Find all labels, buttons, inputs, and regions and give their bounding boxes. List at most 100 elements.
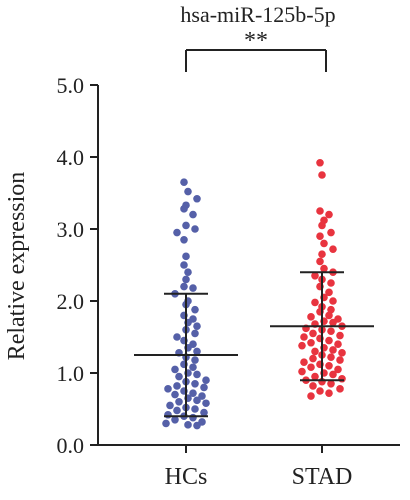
data-point-stad (327, 380, 335, 388)
data-point-stad (316, 232, 324, 240)
data-point-hcs (184, 421, 192, 429)
data-point-hcs (202, 399, 210, 408)
data-point-hcs (193, 421, 201, 430)
data-point-stad (309, 329, 317, 338)
data-point-stad (334, 365, 342, 374)
error-bars (134, 271, 374, 418)
data-point-hcs (200, 408, 208, 417)
data-point-hcs (164, 385, 172, 393)
data-point-stad (336, 331, 344, 340)
data-point-stad (307, 313, 315, 321)
data-point-hcs (182, 221, 190, 230)
data-point-stad (311, 347, 319, 356)
y-tick-label: 4.0 (57, 145, 85, 170)
data-point-hcs (162, 419, 170, 428)
data-point-stad (334, 340, 342, 349)
data-point-stad (316, 387, 324, 395)
x-tick-label: STAD (292, 464, 353, 490)
data-point-stad (336, 385, 344, 393)
data-point-stad (311, 298, 319, 307)
data-point-hcs (200, 383, 208, 392)
significance-label: ** (244, 28, 268, 54)
data-point-hcs (191, 305, 199, 314)
data-point-hcs (171, 365, 179, 374)
data-point-stad (325, 389, 333, 397)
data-point-stad (325, 311, 333, 320)
data-point-stad (329, 346, 337, 354)
data-point-hcs (180, 236, 188, 244)
data-point-hcs (191, 405, 199, 413)
chart-title: hsa-miR-125b-5p (180, 2, 335, 27)
significance-bracket: ** (185, 28, 327, 72)
data-point-hcs (173, 333, 181, 341)
data-point-stad (325, 362, 333, 370)
x-axis: HCs STAD (98, 444, 400, 490)
data-point-stad (320, 239, 328, 248)
data-point-stad (309, 382, 317, 390)
data-point-stad (300, 333, 308, 341)
y-tick-label: 2.0 (57, 289, 85, 314)
data-point-stad (311, 372, 319, 381)
data-point-stad (320, 264, 328, 273)
y-axis-label: Relative expression (4, 172, 30, 361)
data-point-stad (318, 250, 326, 258)
data-point-stad (327, 327, 335, 336)
data-point-hcs (182, 252, 190, 261)
data-point-hcs (193, 347, 201, 356)
data-point-hcs (175, 372, 183, 381)
data-point-stad (316, 158, 324, 167)
data-point-stad (327, 279, 335, 287)
data-point-hcs (175, 398, 183, 406)
data-point-stad (298, 367, 306, 376)
data-point-stad (307, 363, 315, 372)
data-point-hcs (189, 389, 197, 397)
y-tick-label: 3.0 (57, 217, 85, 242)
data-point-stad (298, 341, 306, 350)
data-point-hcs (173, 406, 181, 415)
data-point-hcs (184, 268, 192, 277)
data-point-stad (318, 221, 326, 230)
data-point-hcs (189, 284, 197, 292)
data-point-stad (327, 305, 335, 314)
data-point-hcs (193, 370, 201, 379)
data-point-stad (309, 354, 317, 363)
data-point-hcs (180, 178, 188, 186)
y-tick-label: 5.0 (57, 73, 85, 98)
data-point-hcs (191, 225, 199, 233)
data-point-stad (325, 288, 333, 297)
data-point-stad (329, 245, 337, 253)
data-point-stad (307, 338, 315, 347)
data-point-stad (311, 272, 319, 280)
x-tick-label: HCs (165, 464, 208, 490)
data-point-hcs (193, 194, 201, 203)
data-point-hcs (173, 228, 181, 237)
data-point-hcs (189, 363, 197, 372)
data-point-hcs (180, 282, 188, 291)
data-point-stad (329, 297, 337, 305)
data-point-hcs (164, 410, 172, 419)
data-point-stad (327, 228, 335, 237)
data-point-hcs (171, 390, 179, 399)
data-point-stad (325, 210, 333, 219)
data-point-hcs (166, 401, 174, 410)
data-point-stad (338, 349, 346, 357)
data-point-hcs (189, 210, 197, 219)
data-point-stad (316, 257, 324, 266)
data-point-hcs (191, 380, 199, 388)
data-point-hcs (180, 261, 188, 269)
data-point-stad (329, 370, 337, 379)
data-point-stad (329, 318, 337, 327)
y-tick-label: 1.0 (57, 361, 85, 386)
data-point-hcs (202, 376, 210, 385)
y-tick-label: 0.0 (57, 433, 85, 458)
data-point-hcs (198, 392, 206, 400)
y-axis: 0.0 1.0 2.0 3.0 4.0 5.0 (57, 73, 99, 458)
data-point-stad (325, 336, 333, 345)
data-point-stad (327, 353, 335, 361)
data-point-hcs (191, 329, 199, 338)
data-point-stad (316, 207, 324, 215)
data-point-hcs (171, 416, 179, 424)
data-point-hcs (191, 356, 199, 364)
data-point-hcs (182, 275, 190, 284)
